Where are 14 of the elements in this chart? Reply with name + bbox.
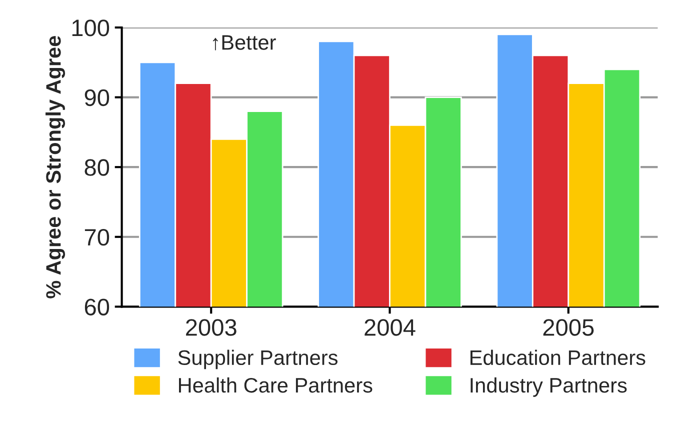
x-tick-label: 2005 — [543, 319, 594, 336]
legend-label: Health Care Partners — [179, 377, 372, 393]
y-tick-label: 100 — [72, 20, 110, 36]
annotation: ↑Better — [212, 35, 276, 50]
x-tick-label: 2003 — [186, 319, 236, 336]
y-tick-label: 80 — [84, 159, 110, 176]
y-tick-label: 60 — [84, 298, 110, 316]
y-tick-label: 90 — [84, 89, 110, 106]
x-tick-label: 2004 — [364, 319, 416, 336]
legend-label: Supplier Partners — [178, 350, 338, 370]
y-tick-label: 70 — [84, 228, 110, 246]
legend-label: Education Partners — [470, 350, 646, 366]
y-axis-title: % Agree or Strongly Agree — [46, 36, 66, 298]
legend-label: Industry Partners — [470, 377, 627, 397]
